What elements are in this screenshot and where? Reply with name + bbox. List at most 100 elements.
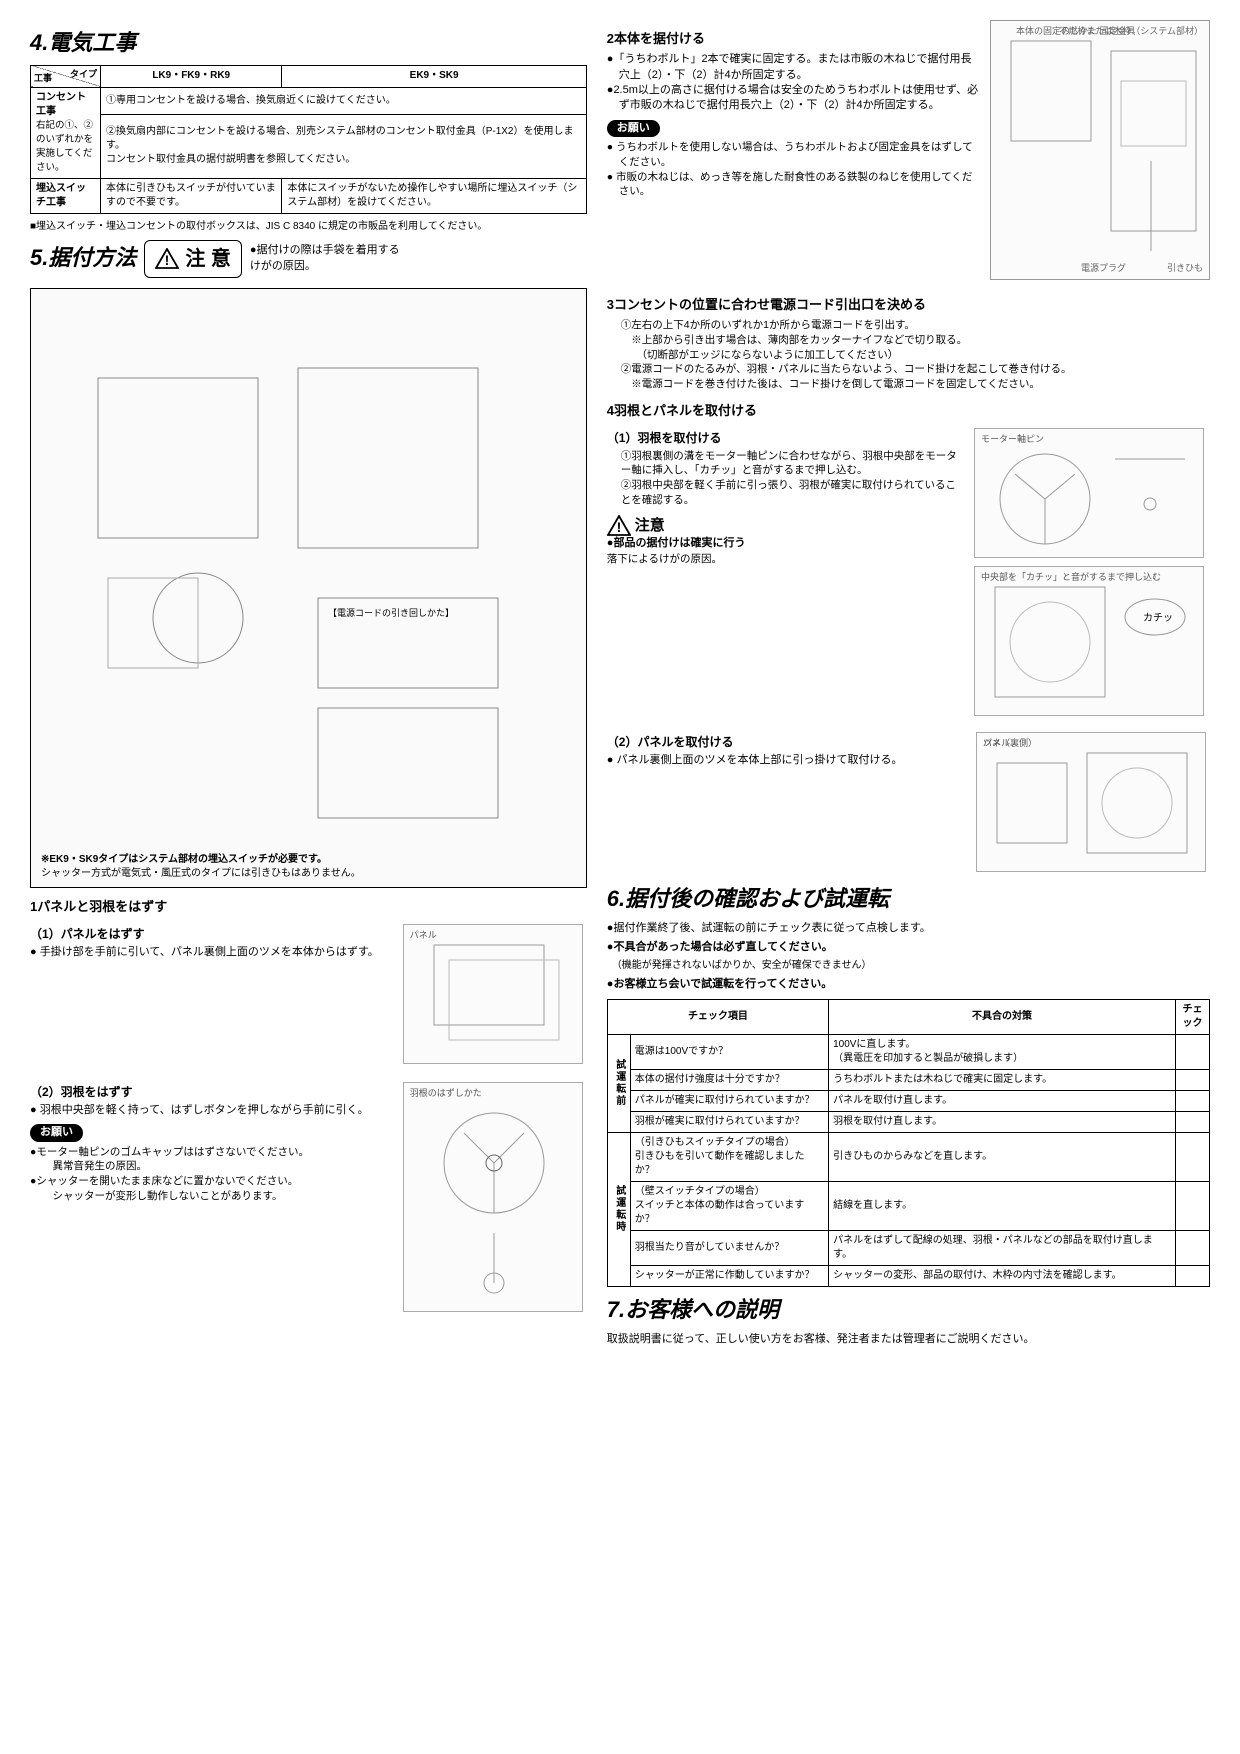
step1-s1-b: ● 手掛け部を手前に引いて、パネル裏側上面のツメを本体からはずす。 [30, 945, 389, 960]
chk-q: シャッターが正常に作動していますか？ [630, 1265, 828, 1286]
step4-s1-l0: ①羽根裏側の溝をモーター軸ピンに合わせながら、羽根中央部をモーター軸に挿入し、「… [607, 449, 960, 478]
chk-a: 100Vに直します。 （異電圧を印加すると製品が破損します） [829, 1034, 1176, 1069]
sec5-foot1: ※EK9・SK9タイプはシステム部材の埋込スイッチが必要です。 [41, 853, 576, 867]
step4-title: 4羽根とパネルを取付ける [607, 402, 1210, 420]
sec4-table: 工事 タイプ LK9・FK9・RK9 EK9・SK9 コンセント工事 右記の①、… [30, 65, 587, 214]
sec4-r2-h: 埋込スイッチ工事 [31, 178, 101, 213]
onegai-item: ●モーター軸ピンのゴムキャップははずさないでください。 異常音発生の原因。 [30, 1145, 389, 1174]
lbl: モーター軸ピン [981, 433, 1197, 446]
step4-s1-h: （1）羽根を取付ける [607, 430, 960, 447]
step2-title: 2本体を据付ける [607, 30, 980, 48]
sec6-intro0: ●据付作業終了後、試運転の前にチェック表に従って点検します。 [607, 921, 1210, 936]
sec4-diag-header: 工事 タイプ [31, 65, 101, 87]
sec4-title: 4.電気工事 [30, 28, 587, 59]
cord-box-title-svg: 【電源コードの引き回しかた】 [328, 608, 454, 618]
sec4-row0-h: コンセント工事 右記の①、②のいずれかを実施してください。 [31, 87, 101, 178]
sec4-r1-c1: ②換気扇内部にコンセントを設ける場合、別売システム部材のコンセント取付金具（P-… [101, 115, 587, 179]
chk-q: 本体の据付け強度は十分ですか？ [630, 1069, 828, 1090]
step3-l2: （切断部がエッジにならないように加工してください） [607, 348, 1210, 363]
chk-q: パネルが確実に取付けられていますか？ [630, 1090, 828, 1111]
step1-s1-h: （1）パネルをはずす [30, 926, 389, 943]
sec5-main-diagram: 【電源コードの引き回しかた】 ※EK9・SK9タイプはシステム部材の埋込スイッチ… [30, 288, 587, 888]
sec7-title: 7.お客様への説明 [607, 1295, 1210, 1326]
chk-q: （引きひもスイッチタイプの場合） 引きひもを引いて動作を確認しましたか？ [630, 1132, 828, 1181]
chk-h2: チェック [1176, 999, 1210, 1034]
onegai-item: ●シャッターを開いたまま床などに置かないでください。 シャッターが変形し動作しな… [30, 1174, 389, 1203]
chk-q: （壁スイッチタイプの場合） スイッチと本体の動作は合っていますか？ [630, 1181, 828, 1230]
step4-s2-diagram: ツメ（裏側） パネル [976, 732, 1206, 872]
svg-text:!: ! [165, 252, 170, 268]
sec4-r2-h-b: 埋込スイッチ工事 [36, 183, 86, 208]
step2-diagram: 本体の固定のしかた 固定金具 不燃枠または木枠（システム部材） 電源プラグ 引き… [990, 20, 1210, 280]
warning-triangle-icon: ! [607, 515, 631, 536]
sec6-intro1: ●不具合があった場合は必ず直してください。 [607, 940, 1210, 955]
warning-triangle-icon: ! [155, 248, 179, 269]
diag-right: タイプ [70, 68, 97, 81]
chk-h1: 不具合の対策 [829, 999, 1176, 1034]
step4-caution-b1: ●部品の据付けは確実に行う [607, 536, 960, 551]
chk-a: 引きひものからみなどを直します。 [829, 1132, 1176, 1181]
step1-s2-diagram: 羽根のはずしかた [403, 1082, 583, 1312]
sec4-col1: LK9・FK9・RK9 [101, 65, 282, 87]
chk-box[interactable] [1176, 1069, 1210, 1090]
step4-caution: ! 注意 [607, 515, 960, 536]
step3-l0: ①左右の上下4か所のいずれか1か所から電源コードを引出す。 [607, 318, 1210, 333]
step2-b1: ●2.5m以上の高さに据付ける場合は安全のためうちわボルトは使用せず、必ず市販の… [607, 83, 980, 114]
chk-box[interactable] [1176, 1181, 1210, 1230]
chk-a: パネルを取付け直します。 [829, 1090, 1176, 1111]
step2-b0: ●「うちわボルト」2本で確実に固定する。または市販の木ねじで据付用長穴上（2）・… [607, 52, 980, 83]
chk-box[interactable] [1176, 1034, 1210, 1069]
chk-box[interactable] [1176, 1111, 1210, 1132]
sec4-r2-c2: 本体にスイッチがないため操作しやすい場所に埋込スイッチ（システム部材）を設けてく… [282, 178, 586, 213]
caution-label: 注 意 [185, 245, 231, 273]
lbl-hazushi: 羽根のはずしかた [410, 1087, 482, 1100]
lbl-panel: パネル [410, 929, 437, 942]
chk-box[interactable] [1176, 1265, 1210, 1286]
onegai-pill-2: お願い [607, 120, 660, 137]
svg-text:!: ! [616, 519, 621, 535]
sec6-title: 6.据付後の確認および試運転 [607, 884, 1210, 915]
lbl: 引きひも [1167, 262, 1203, 275]
chk-a: 羽根を取付け直します。 [829, 1111, 1176, 1132]
chk-box[interactable] [1176, 1230, 1210, 1265]
sec6-check-table: チェック項目 不具合の対策 チェック 試運転前 電源は100Vですか？ 100V… [607, 999, 1210, 1287]
onegai-item: ● うちわボルトを使用しない場合は、うちわボルトおよび固定金具をはずしてください… [607, 140, 980, 169]
step4-s1-l1: ②羽根中央部を軽く手前に引っ張り、羽根が確実に取付けられていることを確認する。 [607, 478, 960, 507]
caution-text: ●据付けの際は手袋を着用する けがの原因。 [250, 243, 400, 274]
step1-title: 1パネルと羽根をはずす [30, 898, 587, 916]
chk-g2: 試運転時 [607, 1132, 630, 1286]
lbl: 不燃枠または木枠（システム部材） [1059, 25, 1203, 38]
sec4-r0-h-s: 右記の①、②のいずれかを実施してください。 [36, 120, 93, 173]
sec4-footnote: ■埋込スイッチ・埋込コンセントの取付ボックスは、JIS C 8340 に規定の市… [30, 220, 587, 234]
step4-s2-b: ● パネル裏側上面のツメを本体上部に引っ掛けて取付ける。 [607, 753, 962, 768]
sec4-r2-c1: 本体に引きひもスイッチが付いていますので不要です。 [101, 178, 282, 213]
step1-s2-h: （2）羽根をはずす [30, 1084, 389, 1101]
step3-l4: ※電源コードを巻き付けた後は、コード掛けを倒して電源コードを固定してください。 [607, 377, 1210, 392]
chk-h0: チェック項目 [607, 999, 828, 1034]
sec4-r0-h-b: コンセント工事 [36, 92, 86, 117]
onegai-pill-1: お願い [30, 1124, 83, 1141]
lbl: 電源プラグ [1081, 262, 1126, 275]
lbl: パネル [983, 737, 1199, 867]
step3-l1: ※上部から引き出す場合は、薄肉部をカッターナイフなどで切り取る。 [607, 333, 1210, 348]
step4-s1-diagram2: カチッ 中央部を「カチッ」と音がするまで押し込む [974, 566, 1204, 716]
step2-onegai-list: ● うちわボルトを使用しない場合は、うちわボルトおよび固定金具をはずしてください… [607, 140, 980, 199]
chk-a: シャッターの変形、部品の取付け、木枠の内寸法を確認します。 [829, 1265, 1176, 1286]
sec6-intro3: ●お客様立ち会いで試運転を行ってください。 [607, 977, 1210, 992]
chk-q: 羽根が確実に取付けられていますか？ [630, 1111, 828, 1132]
sec4-r0-c1: ①専用コンセントを設ける場合、換気扇近くに設けてください。 [101, 87, 587, 114]
step3-title: 3コンセントの位置に合わせ電源コード引出口を決める [607, 296, 1210, 314]
step4-s1-diagram1: モーター軸ピン [974, 428, 1204, 558]
sec5-foot2: シャッター方式が電気式・風圧式のタイプには引きひもはありません。 [41, 867, 576, 881]
chk-box[interactable] [1176, 1090, 1210, 1111]
chk-box[interactable] [1176, 1132, 1210, 1181]
sec4-col2: EK9・SK9 [282, 65, 586, 87]
lbl: 中央部を「カチッ」と音がするまで押し込む [981, 571, 1161, 584]
chk-q: 電源は100Vですか？ [630, 1034, 828, 1069]
step4-caution-b2: 落下によるけがの原因。 [607, 552, 960, 567]
chk-g1: 試運転前 [607, 1034, 630, 1132]
sec5-title: 5.据付方法 [30, 243, 136, 274]
caution-badge: ! 注 意 [144, 240, 242, 278]
step1-s1-diagram: パネル [403, 924, 583, 1064]
chk-q: 羽根当たり音がしていませんか？ [630, 1230, 828, 1265]
